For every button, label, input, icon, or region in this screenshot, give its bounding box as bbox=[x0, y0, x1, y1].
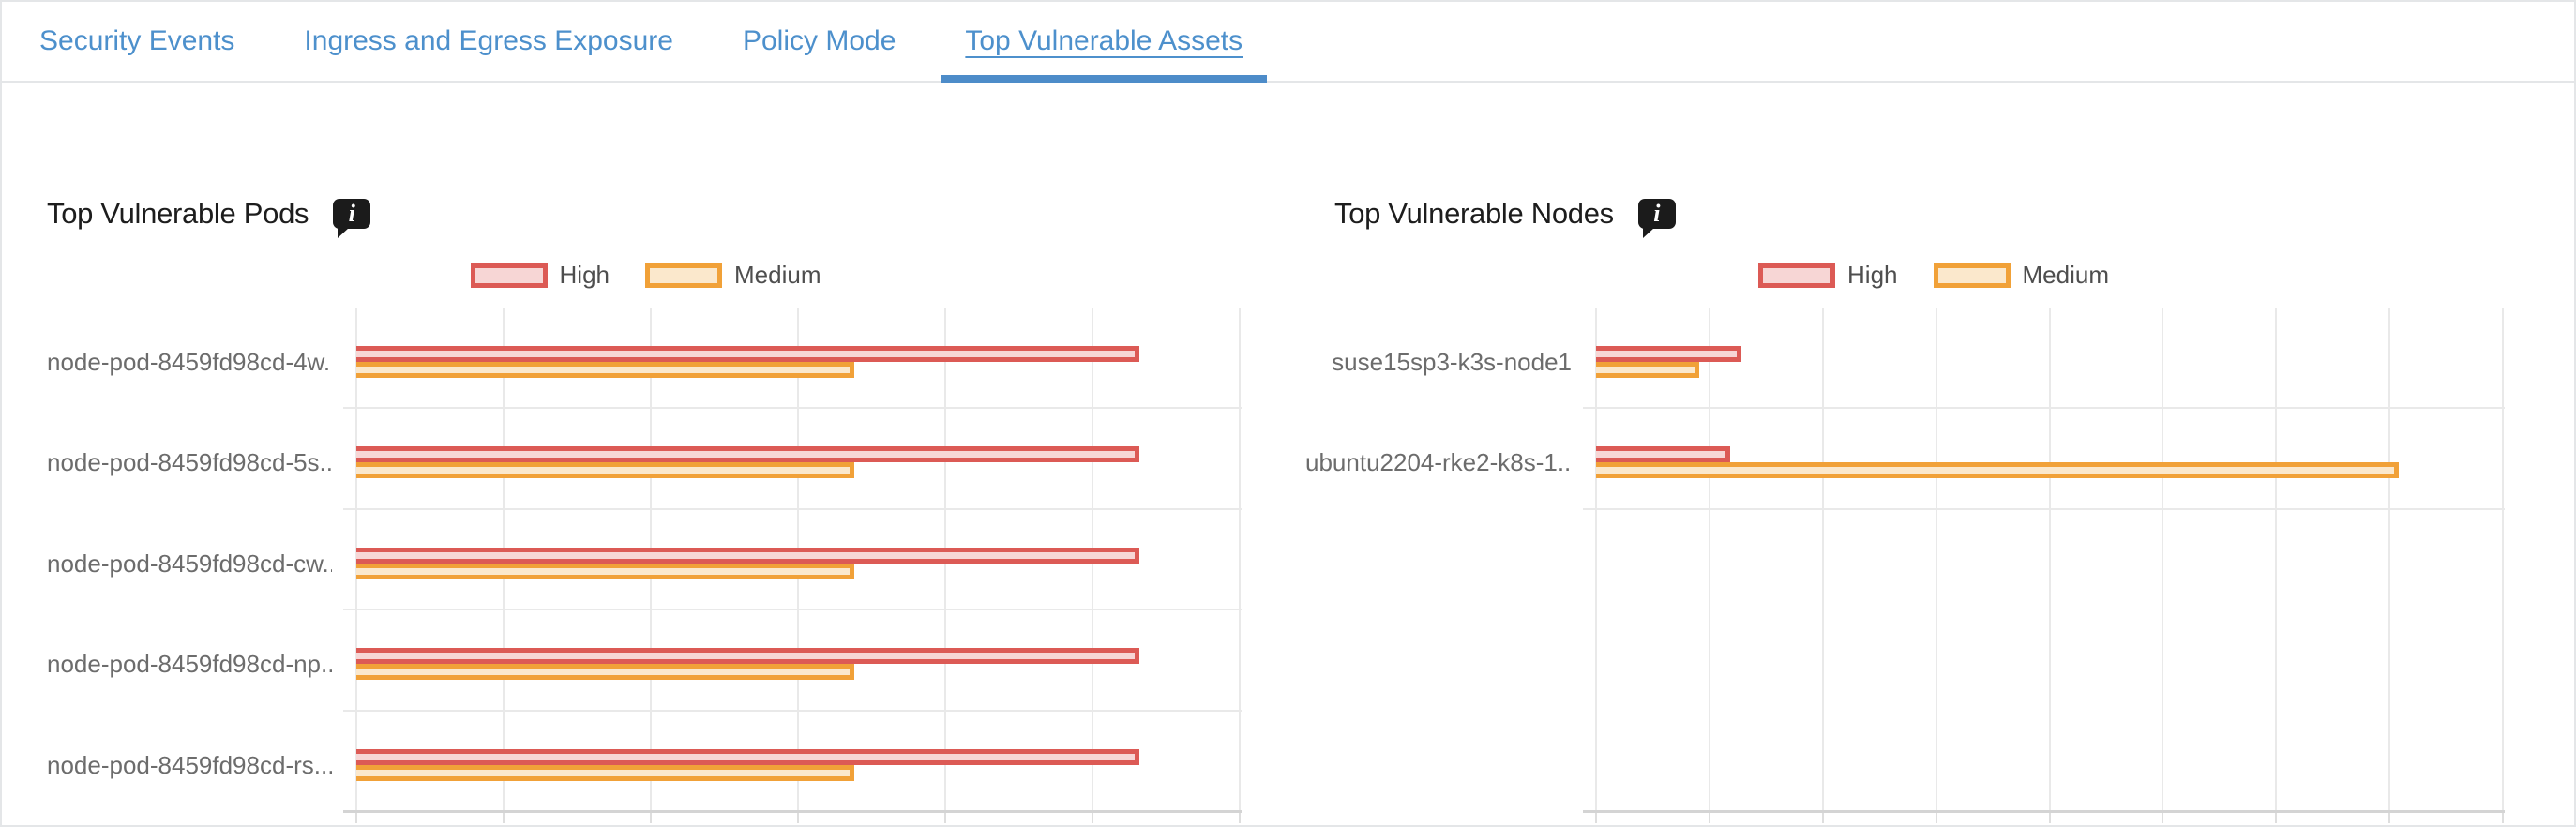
tab-label: Policy Mode bbox=[742, 25, 896, 56]
bar-high-segment[interactable] bbox=[356, 648, 1140, 665]
x-axis-tick bbox=[503, 811, 505, 823]
gridline-horizontal bbox=[1583, 407, 2505, 410]
gridline-vertical bbox=[1595, 308, 1597, 811]
category-label: node-pod-8459fd98cd-rs... bbox=[47, 750, 332, 779]
bar-medium-segment[interactable] bbox=[356, 563, 854, 579]
chart-legend: High Medium bbox=[2, 261, 1289, 290]
info-letter: i bbox=[1653, 200, 1661, 227]
tab-security-events[interactable]: Security Events bbox=[15, 2, 259, 81]
top-vulnerable-nodes-bar-chart: 05001000150020002500300035004000suse15sp… bbox=[1289, 83, 2574, 825]
category-label: node-pod-8459fd98cd-cw... bbox=[47, 549, 332, 578]
x-axis-tick bbox=[2162, 811, 2164, 823]
top-vulnerable-nodes-panel: Top Vulnerable Nodes i High Medium 05001… bbox=[1289, 83, 2574, 825]
bar-high-segment[interactable] bbox=[1596, 446, 1730, 463]
chart-legend: High Medium bbox=[1289, 261, 2574, 290]
category-label: node-pod-8459fd98cd-np... bbox=[47, 650, 332, 679]
gridline-vertical bbox=[1239, 308, 1241, 811]
x-axis-tick bbox=[2275, 811, 2278, 823]
gridline-horizontal bbox=[1583, 507, 2505, 510]
gridline-horizontal bbox=[343, 609, 1242, 611]
x-axis-tick bbox=[650, 811, 652, 823]
x-axis-tick bbox=[355, 811, 357, 823]
top-vulnerable-pods-panel: Top Vulnerable Pods i High Medium 050010… bbox=[2, 83, 1289, 825]
x-axis-tick bbox=[797, 811, 799, 823]
tab-ingress-egress-exposure[interactable]: Ingress and Egress Exposure bbox=[279, 2, 698, 81]
tab-bar: Security Events Ingress and Egress Expos… bbox=[2, 2, 2574, 83]
gridline-vertical bbox=[1708, 308, 1710, 811]
info-bubble-icon[interactable]: i bbox=[1637, 199, 1676, 238]
bar-high-segment[interactable] bbox=[356, 446, 1140, 463]
tab-label: Ingress and Egress Exposure bbox=[304, 25, 673, 56]
tab-label: Security Events bbox=[39, 25, 235, 56]
high-swatch bbox=[1758, 263, 1836, 288]
legend-item-medium[interactable]: Medium bbox=[645, 261, 821, 290]
gridline-vertical bbox=[1935, 308, 1937, 811]
legend-label: Medium bbox=[734, 261, 821, 289]
legend-label: High bbox=[1847, 261, 1898, 289]
chart-header: Top Vulnerable Nodes i bbox=[1334, 197, 1676, 238]
bar-medium-segment[interactable] bbox=[356, 362, 854, 378]
x-axis-tick bbox=[1092, 811, 1093, 823]
x-axis-tick bbox=[1935, 811, 1937, 823]
medium-swatch bbox=[645, 263, 722, 288]
x-axis-tick bbox=[2502, 811, 2504, 823]
legend-item-high[interactable]: High bbox=[1758, 261, 1898, 290]
category-label: ubuntu2204-rke2-k8s-1.... bbox=[1305, 448, 1572, 477]
gridline-horizontal bbox=[343, 709, 1242, 712]
x-axis-tick bbox=[2388, 811, 2391, 823]
tab-top-vulnerable-assets[interactable]: Top Vulnerable Assets bbox=[941, 2, 1267, 83]
chart-title: Top Vulnerable Pods bbox=[47, 197, 309, 230]
bar-medium-segment[interactable] bbox=[356, 462, 854, 479]
chart-title: Top Vulnerable Nodes bbox=[1334, 197, 1614, 230]
bar-high-segment[interactable] bbox=[356, 346, 1140, 362]
bar-high-segment[interactable] bbox=[356, 547, 1140, 564]
category-label: suse15sp3-k3s-node1 bbox=[1332, 348, 1572, 376]
info-letter: i bbox=[348, 200, 355, 227]
tab-content: Top Vulnerable Pods i High Medium 050010… bbox=[2, 83, 2574, 825]
bar-medium-segment[interactable] bbox=[1596, 362, 1699, 378]
gridline-vertical bbox=[2162, 308, 2164, 811]
tab-label: Top Vulnerable Assets bbox=[965, 25, 1243, 56]
bar-medium-segment[interactable] bbox=[356, 664, 854, 681]
high-swatch bbox=[470, 263, 548, 288]
x-axis-tick bbox=[1595, 811, 1597, 823]
gridline-vertical bbox=[2048, 308, 2051, 811]
x-axis-line bbox=[343, 810, 1242, 813]
category-label: node-pod-8459fd98cd-4w... bbox=[47, 348, 332, 376]
info-bubble-icon[interactable]: i bbox=[333, 199, 371, 238]
gridline-vertical bbox=[2502, 308, 2504, 811]
legend-label: Medium bbox=[2022, 261, 2109, 289]
x-axis-tick bbox=[1239, 811, 1241, 823]
gridline-vertical bbox=[2388, 308, 2391, 811]
medium-swatch bbox=[1933, 263, 2011, 288]
legend-item-medium[interactable]: Medium bbox=[1933, 261, 2109, 290]
x-axis-tick bbox=[2048, 811, 2051, 823]
top-vulnerable-pods-bar-chart: 050010001500200025003000node-pod-8459fd9… bbox=[2, 83, 1289, 825]
gridline-vertical bbox=[1821, 308, 1824, 811]
tab-policy-mode[interactable]: Policy Mode bbox=[718, 2, 920, 81]
legend-item-high[interactable]: High bbox=[470, 261, 610, 290]
x-axis-tick bbox=[1821, 811, 1824, 823]
bar-high-segment[interactable] bbox=[356, 748, 1140, 765]
gridline-horizontal bbox=[343, 507, 1242, 510]
legend-label: High bbox=[559, 261, 610, 289]
x-axis-line bbox=[1583, 810, 2505, 813]
chart-header: Top Vulnerable Pods i bbox=[47, 197, 371, 238]
bar-medium-segment[interactable] bbox=[356, 764, 854, 781]
x-axis-tick bbox=[944, 811, 946, 823]
gridline-horizontal bbox=[343, 407, 1242, 410]
bar-high-segment[interactable] bbox=[1596, 346, 1741, 362]
category-label: node-pod-8459fd98cd-5s... bbox=[47, 448, 332, 477]
x-axis-tick bbox=[1708, 811, 1710, 823]
gridline-vertical bbox=[2275, 308, 2278, 811]
bar-medium-segment[interactable] bbox=[1596, 462, 2399, 479]
